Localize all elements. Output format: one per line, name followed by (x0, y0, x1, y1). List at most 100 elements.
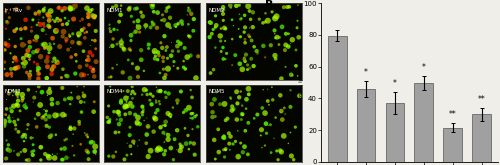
Point (284, 33, 292, 35)
Point (174, 22, 182, 25)
Point (232, 54, 239, 56)
Point (262, 12, 270, 15)
Point (219, 13, 227, 15)
Text: H37Rv: H37Rv (4, 8, 22, 13)
Bar (414, 83, 433, 162)
Point (250, 117, 258, 120)
Point (128, 153, 136, 155)
Point (160, 131, 168, 134)
Point (214, 128, 222, 131)
Point (155, 147, 163, 150)
Point (82, 149, 90, 152)
Point (250, 45, 258, 48)
Point (34, 63, 42, 66)
Point (238, 113, 246, 116)
Point (268, 11, 276, 13)
Point (216, 103, 224, 106)
Point (174, 23, 182, 26)
Point (117, 99, 125, 102)
Point (274, 158, 282, 161)
Point (246, 10, 254, 12)
Point (191, 115, 199, 118)
Point (212, 46, 220, 49)
Point (131, 93, 139, 95)
Point (238, 113, 246, 115)
Point (4, 148, 12, 151)
Point (160, 153, 168, 156)
Point (152, 112, 160, 114)
Point (80, 32, 88, 34)
Point (220, 135, 228, 137)
Point (24, 159, 32, 161)
Point (260, 45, 268, 47)
Point (173, 129, 181, 132)
Y-axis label: % of necrosis in THP-1 cells: % of necrosis in THP-1 cells (299, 39, 304, 126)
Point (136, 139, 143, 142)
Point (80, 101, 88, 104)
Point (1, 125, 9, 128)
Point (20, 65, 28, 68)
Point (142, 117, 150, 119)
Point (239, 151, 247, 154)
Point (167, 147, 175, 149)
Point (112, 131, 120, 134)
Point (53, 17, 61, 20)
Point (26, 74, 34, 77)
Text: B: B (265, 0, 273, 10)
Point (257, 134, 265, 137)
Point (30, 51, 38, 54)
Point (286, 89, 294, 92)
Point (82, 59, 90, 62)
Point (35, 18, 43, 21)
Point (144, 125, 152, 128)
Point (48, 98, 56, 101)
Point (246, 35, 254, 38)
Point (188, 13, 196, 15)
Point (130, 140, 138, 143)
Point (74, 85, 82, 88)
Point (190, 29, 198, 32)
Point (26, 46, 34, 48)
Point (54, 20, 62, 23)
Point (30, 149, 38, 152)
Point (31, 117, 39, 120)
Point (144, 43, 152, 46)
Point (133, 122, 141, 125)
Point (8, 75, 16, 78)
Point (10, 105, 18, 107)
Point (86, 51, 94, 54)
Point (128, 97, 136, 100)
Point (166, 114, 174, 116)
Point (114, 111, 122, 114)
Point (112, 150, 120, 153)
Point (90, 141, 98, 144)
Point (35, 72, 43, 75)
Point (76, 123, 84, 125)
Point (163, 133, 171, 135)
Point (8, 110, 16, 113)
Point (259, 22, 267, 24)
Point (164, 134, 172, 136)
Point (17, 28, 25, 31)
Point (133, 7, 141, 10)
Point (185, 148, 193, 150)
Point (80, 85, 88, 88)
Point (84, 158, 92, 161)
Point (228, 64, 236, 66)
Point (180, 47, 188, 49)
Point (14, 118, 22, 121)
Point (42, 47, 50, 49)
Point (86, 10, 94, 12)
Point (240, 145, 248, 148)
Point (226, 135, 234, 138)
Point (174, 46, 182, 49)
Point (89, 70, 97, 72)
Point (134, 20, 142, 22)
Point (66, 46, 74, 49)
Point (128, 62, 136, 65)
Point (281, 49, 289, 51)
Point (59, 113, 67, 116)
Point (254, 113, 262, 116)
Point (134, 76, 142, 78)
Point (22, 136, 30, 139)
